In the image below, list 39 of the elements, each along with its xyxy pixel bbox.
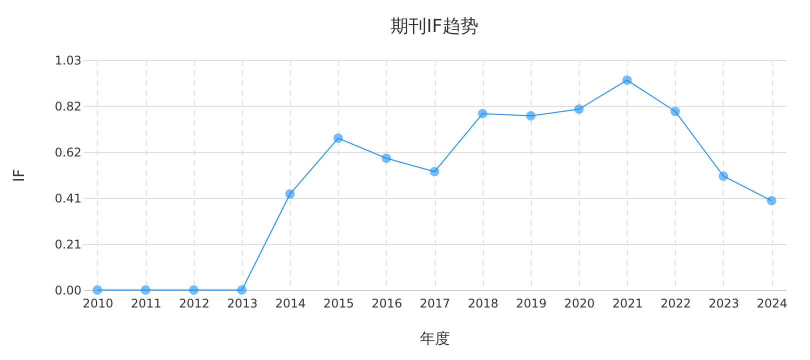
x-tick-label: 2010: [82, 296, 114, 310]
point: [430, 166, 440, 176]
point: [766, 196, 776, 206]
x-tick-label: 2020: [564, 296, 595, 310]
point: [478, 108, 488, 118]
point: [574, 104, 584, 114]
x-tick-label: 2016: [372, 296, 402, 310]
point: [382, 154, 392, 163]
x-tick-label: 2014: [275, 296, 306, 310]
point: [140, 285, 150, 295]
y-tick-label: 0.41: [54, 192, 82, 206]
x-tick-label: 2019: [516, 296, 547, 310]
x-tick-label: 2021: [612, 296, 643, 310]
point: [718, 171, 728, 181]
x-tick-label: 2017: [420, 296, 450, 310]
point: [189, 285, 198, 295]
x-tick-label: 2023: [708, 296, 740, 310]
point: [333, 133, 343, 143]
y-tick-label: 0.21: [54, 238, 82, 252]
point: [92, 285, 102, 295]
x-tick-label: 2024: [756, 296, 788, 310]
x-tick-label: 2012: [178, 296, 210, 310]
point: [237, 285, 247, 295]
x-tick-label: 2018: [468, 296, 498, 310]
y-tick-label: 0.82: [54, 100, 82, 114]
x-tick-label: 2011: [130, 296, 162, 310]
x-tick-label: 2022: [660, 296, 692, 310]
x-tick-label: 2013: [227, 296, 258, 310]
y-axis-title: IF: [10, 168, 28, 182]
y-tick-label: 0.00: [54, 284, 82, 298]
point: [670, 106, 680, 116]
x-axis-title: 年度: [420, 330, 450, 348]
y-tick-label: 0.62: [54, 146, 82, 160]
chart-title: 期刊IF趋势: [390, 16, 478, 37]
point: [526, 111, 536, 121]
x-tick-label: 2015: [323, 296, 354, 310]
point: [285, 189, 295, 199]
point: [622, 75, 632, 85]
y-tick-label: 1.03: [54, 54, 82, 68]
